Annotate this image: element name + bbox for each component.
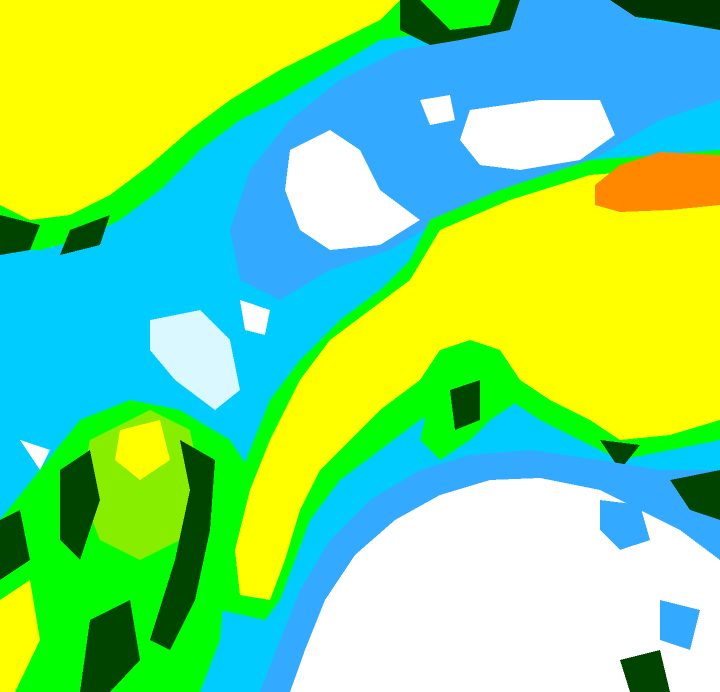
white-region xyxy=(460,100,615,170)
yellow-green-region xyxy=(80,410,200,560)
dark-green-region xyxy=(610,0,720,30)
dark-green-region xyxy=(450,380,640,470)
white-region xyxy=(420,95,455,125)
yellow-region xyxy=(0,0,400,220)
white-region xyxy=(150,310,240,410)
white-region xyxy=(20,300,270,470)
dark-green-region xyxy=(620,470,720,692)
yellow-region xyxy=(0,420,170,692)
blue-region xyxy=(600,500,700,650)
orange-region xyxy=(595,152,720,212)
dark-green-region xyxy=(0,215,110,255)
dark-green-region xyxy=(0,440,215,692)
green-region xyxy=(420,0,500,30)
white-region xyxy=(285,130,420,250)
yellow-region xyxy=(235,165,720,600)
